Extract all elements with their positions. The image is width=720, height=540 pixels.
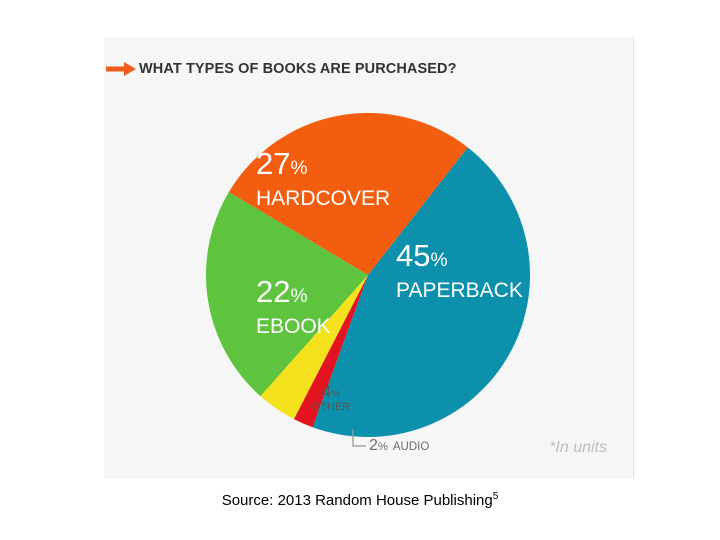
pie-value-other: 4%: [322, 382, 341, 401]
pie-slice-other: [260, 275, 368, 420]
pie-slice-ebook: [206, 192, 368, 397]
pie-chart: 45% PAPERBACK 2% AUDIO 4%OTHER 22% EBOOK 27% HAR…: [206, 112, 531, 454]
pie-label-paperback: PAPERBACK: [396, 279, 523, 302]
source-text: Source: 2013 Random House Publishing: [221, 492, 493, 509]
pie-label-ebook: EBOOK: [256, 315, 331, 338]
source-caption: Source: 2013 Random House Publishing5: [0, 491, 720, 509]
units-footnote: *In units: [549, 439, 607, 456]
pie-label-other: OTHER: [312, 401, 351, 413]
pie-value-ebook: 22%: [256, 274, 308, 309]
pie-label-hardcover: HARDCOVER: [256, 187, 390, 210]
pie-value-hardcover: 27%: [256, 146, 308, 181]
pie-slice-audio: [293, 275, 368, 428]
pie-leader-line-audio: [352, 429, 366, 447]
pie-slice-hardcover: [228, 112, 468, 275]
source-footnote-marker: 5: [492, 491, 499, 502]
pie-label-audio: 2% AUDIO: [369, 437, 429, 454]
pie-value-paperback: 45%: [396, 238, 448, 273]
infographic-panel: WHAT TYPES OF BOOKS ARE PURCHASED? 45% PA…: [104, 37, 634, 479]
chart-title: WHAT TYPES OF BOOKS ARE PURCHASED?: [139, 61, 457, 77]
arrow-right-icon: [106, 62, 136, 76]
pie-slice-paperback: [312, 147, 531, 438]
